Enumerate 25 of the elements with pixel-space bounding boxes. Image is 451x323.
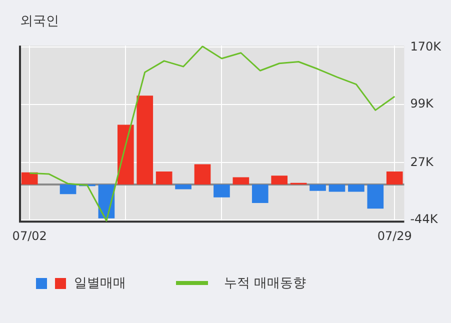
bar bbox=[118, 124, 134, 184]
bar bbox=[214, 184, 230, 198]
chart-title: 외국인 bbox=[20, 14, 59, 30]
y-tick-label: 170K bbox=[410, 39, 442, 54]
bar bbox=[386, 172, 403, 184]
bar bbox=[60, 184, 76, 194]
x-tick-label: 07/02 bbox=[12, 228, 47, 243]
bar bbox=[232, 177, 250, 184]
y-tick-label: 99K bbox=[410, 96, 434, 111]
bar bbox=[156, 172, 172, 184]
legend-label: 누적 매매동향 bbox=[224, 275, 306, 292]
bar bbox=[136, 96, 154, 184]
x-tick-label: 07/29 bbox=[377, 228, 412, 243]
bar bbox=[367, 184, 384, 209]
bar bbox=[271, 176, 288, 184]
bar bbox=[348, 184, 364, 192]
y-tick-label: 27K bbox=[410, 154, 434, 169]
legend-label: 일별매매 bbox=[74, 275, 126, 292]
bar bbox=[175, 184, 192, 190]
bar bbox=[310, 184, 326, 191]
y-tick-label: -44K bbox=[410, 212, 439, 226]
bar bbox=[194, 164, 211, 184]
bar bbox=[21, 172, 38, 184]
bar bbox=[328, 184, 346, 192]
bar bbox=[252, 184, 268, 204]
